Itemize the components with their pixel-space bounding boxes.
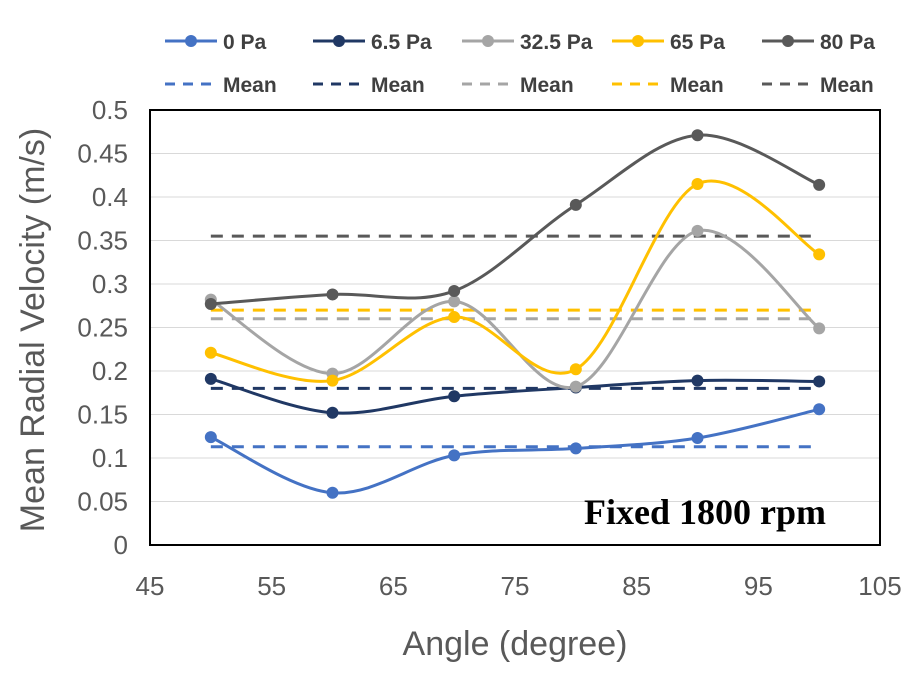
x-tick-label: 45 [136,571,165,601]
data-point-32-5-pa [448,295,461,308]
data-point-65-pa [204,346,217,359]
data-point-80-pa [813,178,826,191]
legend-label-80-pa: 80 Pa [820,31,875,54]
y-tick-label: 0.25 [77,313,128,343]
legend-mean-label: Mean [520,74,574,97]
legend-mean-label: Mean [820,74,874,97]
x-axis-title: Angle (degree) [403,625,628,663]
x-tick-label: 65 [379,571,408,601]
data-point-32-5-pa [813,322,826,335]
data-point-0-pa [691,431,704,444]
data-point-65-pa [691,177,704,190]
y-tick-label: 0.1 [92,443,128,473]
data-point-6-5-pa [204,372,217,385]
annotation-text: Fixed 1800 rpm [584,492,826,532]
data-point-0-pa [813,403,826,416]
legend-marker-0-pa [185,35,197,47]
data-point-80-pa [204,298,217,311]
series-line-6-5-pa [210,377,820,415]
data-point-6-5-pa [691,374,704,387]
data-point-80-pa [326,288,339,301]
data-point-80-pa [448,284,461,297]
x-tick-label: 55 [257,571,286,601]
data-point-0-pa [448,449,461,462]
y-tick-label: 0.2 [92,356,128,386]
legend-mean-label: Mean [371,74,425,97]
data-point-0-pa [569,442,582,455]
y-axis-title: Mean Radial Velocity (m/s) [14,128,52,532]
series-line-32-5-pa [210,228,821,390]
legend: 0 Pa Mean 6.5 Pa Mean 32.5 Pa Mean 65 Pa Mean 80… [165,31,875,97]
data-point-65-pa [813,248,826,261]
gridlines [150,109,880,502]
series-line-80-pa [210,133,820,306]
y-tick-label: 0.45 [77,139,128,169]
x-axis-ticks: 45 55 65 75 85 95 105 [136,571,902,601]
y-tick-label: 0.15 [77,400,128,430]
y-tick-label: 0.4 [92,182,128,212]
data-point-6-5-pa [448,390,461,403]
y-axis-ticks: 0 0.05 0.1 0.15 0.2 0.25 0.3 0.35 0.4 0.45 0.5 [77,95,128,560]
data-point-65-pa [326,374,339,387]
x-tick-label: 85 [622,571,651,601]
y-tick-label: 0.3 [92,269,128,299]
series-line-65-pa [210,179,820,383]
data-point-6-5-pa [813,375,826,388]
data-point-32-5-pa [569,380,582,393]
legend-mean-label: Mean [670,74,724,97]
legend-marker-6-5-pa [333,35,345,47]
data-point-80-pa [691,129,704,142]
series-line-0-pa [210,407,820,495]
mean-lines [210,234,820,449]
y-tick-label: 0.05 [77,487,128,517]
x-tick-label: 75 [501,571,530,601]
x-tick-label: 105 [858,571,901,601]
data-point-0-pa [326,486,339,499]
data-point-65-pa [448,311,461,324]
legend-label-0-pa: 0 Pa [223,31,267,54]
data-point-6-5-pa [326,406,339,419]
data-point-32-5-pa [691,224,704,237]
series-lines [210,133,821,495]
x-tick-label: 95 [744,571,773,601]
legend-marker-80-pa [782,35,794,47]
y-tick-label: 0.5 [92,95,128,125]
y-tick-label: 0 [114,530,128,560]
legend-label-6-5-pa: 6.5 Pa [371,31,432,54]
y-tick-label: 0.35 [77,226,128,256]
legend-marker-32-5-pa [482,35,494,47]
data-point-65-pa [569,363,582,376]
legend-marker-65-pa [632,35,644,47]
legend-label-32-5-pa: 32.5 Pa [520,31,593,54]
legend-label-65-pa: 65 Pa [670,31,725,54]
legend-mean-label: Mean [223,74,277,97]
data-point-0-pa [204,431,217,444]
series-points [204,129,826,499]
plot-area-border [149,109,881,546]
data-point-80-pa [569,198,582,211]
